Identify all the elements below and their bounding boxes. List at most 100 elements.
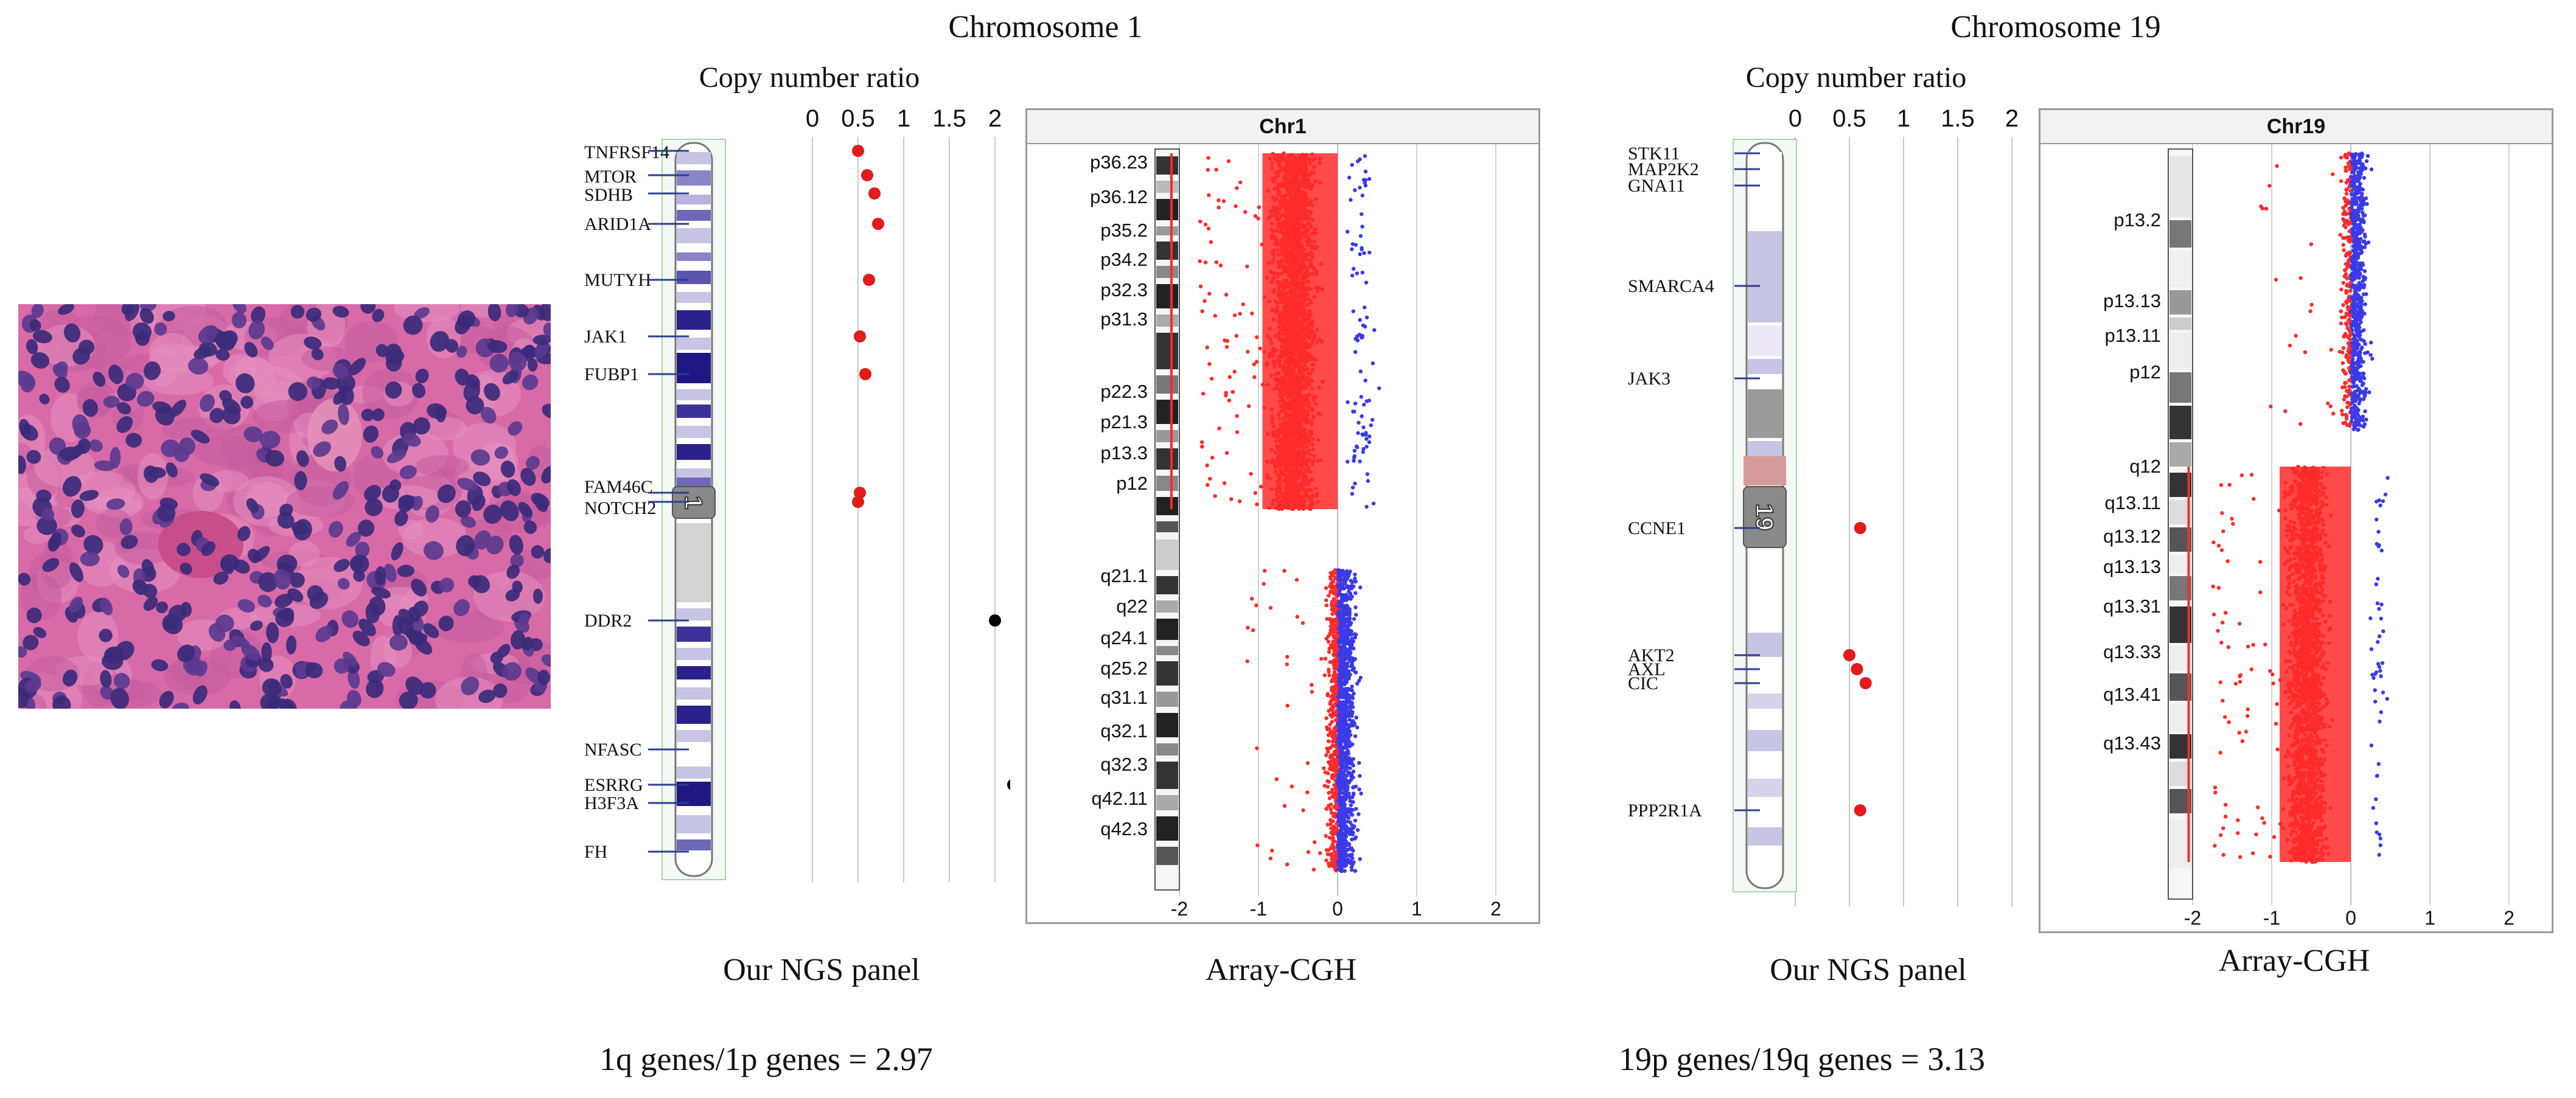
cgh-probe-point <box>1350 742 1354 747</box>
cgh-probe-point <box>1353 350 1358 354</box>
cgh-ideogram-band <box>1156 816 1178 841</box>
nucleus <box>402 433 421 447</box>
nucleus <box>510 554 524 568</box>
cgh-probe-point <box>1343 649 1347 653</box>
nucleus <box>399 465 417 479</box>
nucleus <box>518 613 530 626</box>
cgh-probe-point <box>1334 624 1339 629</box>
nucleus <box>33 627 47 638</box>
nucleus <box>389 634 408 651</box>
cgh-probe-point <box>1325 822 1330 827</box>
cgh-probe-point <box>1372 328 1377 332</box>
cgh-probe-point <box>1334 617 1339 621</box>
nucleus <box>355 541 370 558</box>
cgh-probe-point <box>1355 444 1359 449</box>
gene-label: H3F3A <box>584 793 639 813</box>
nucleus <box>267 695 281 709</box>
gene-label: MUTYH <box>584 270 651 290</box>
nucleus <box>100 597 113 616</box>
nucleus <box>338 385 354 405</box>
cgh-probe-point <box>1367 250 1372 255</box>
nucleus <box>456 346 467 358</box>
cgh-probe-point <box>1324 598 1328 602</box>
nucleus <box>414 307 430 319</box>
nucleus <box>332 305 349 318</box>
cgh-probe-point <box>1235 186 1239 190</box>
cgh-probe-point <box>1358 234 1363 238</box>
nucleus <box>338 403 349 425</box>
cgh-probe-point <box>1326 739 1331 743</box>
nucleus <box>532 335 551 346</box>
cgh-probe-point <box>1241 302 1245 307</box>
nucleus <box>369 596 386 616</box>
nucleus <box>537 669 550 686</box>
cgh-probe-point <box>1329 852 1333 857</box>
cgh-probe-point <box>1355 681 1360 686</box>
cgh-probe-point <box>1358 186 1362 190</box>
nucleus <box>391 542 403 561</box>
cgh-probe-point <box>1327 864 1332 868</box>
cgh-probe-point <box>1232 313 1237 318</box>
nucleus <box>372 408 385 422</box>
nucleus <box>29 319 41 332</box>
nucleus <box>311 348 324 361</box>
cgh-probe-point <box>1205 345 1209 350</box>
nucleus <box>172 703 189 709</box>
ngs-data-point <box>852 496 864 508</box>
cgh-probe-point <box>1207 362 1212 366</box>
cgh-probe-point <box>1258 346 1262 351</box>
cgh-probe-point <box>1324 636 1328 641</box>
nucleus <box>455 369 470 386</box>
nucleus <box>54 377 70 393</box>
nucleus <box>215 331 236 351</box>
nucleus <box>506 304 519 318</box>
cgh-ideogram-band <box>1156 333 1178 369</box>
cgh-probe-point <box>1324 848 1329 852</box>
cgh-probe-point <box>1363 378 1367 383</box>
cgh-probe-point <box>1327 791 1331 795</box>
nucleus <box>460 516 476 528</box>
nucleus <box>358 619 376 636</box>
nucleus <box>140 304 157 312</box>
cgh-probe-point <box>1352 409 1356 414</box>
cgh-probe-point <box>1353 401 1358 406</box>
cgh-probe-point <box>1358 157 1362 161</box>
cgh-probe-point <box>1198 284 1203 289</box>
ideogram-band <box>677 405 711 418</box>
cgh-probe-point <box>1353 670 1358 675</box>
nucleus <box>99 628 113 642</box>
cgh-probe-point <box>1234 333 1238 338</box>
cgh-probe-point <box>1361 425 1366 429</box>
nucleus <box>100 670 112 688</box>
nucleus <box>541 466 551 484</box>
cytoplasm-blob <box>421 417 467 441</box>
cgh-ideogram-band <box>1156 743 1178 756</box>
cgh-probe-point <box>1347 610 1352 614</box>
cgh-probe-point <box>1364 445 1369 449</box>
nucleus <box>455 500 472 518</box>
ideogram-band <box>677 170 711 186</box>
cgh-probe-point <box>1358 459 1362 464</box>
ideogram-band <box>677 338 711 350</box>
cgh-probe-point <box>1360 224 1364 229</box>
cgh-band-label: p32.3 <box>1100 279 1148 301</box>
nucleus <box>532 588 543 604</box>
cgh-probe-point <box>1328 617 1333 622</box>
nucleus <box>260 336 274 350</box>
cgh-probe-point <box>1255 502 1259 507</box>
cgh-probe-point <box>1218 263 1223 268</box>
cgh-probe-point <box>1353 591 1358 596</box>
cgh-probe-point <box>1330 794 1335 799</box>
cgh-probe-point <box>1325 771 1330 776</box>
cgh-probe-point <box>1210 456 1215 460</box>
cgh-probe-point <box>1357 678 1361 683</box>
cgh-probe-point <box>1352 448 1357 453</box>
cgh-probe-point <box>1354 633 1358 637</box>
cgh-probe-point <box>1360 270 1365 275</box>
cgh-probe-point <box>1339 863 1343 867</box>
cgh-band-label: p22.3 <box>1100 381 1148 402</box>
cgh-probe-point <box>1206 226 1211 231</box>
nucleus <box>463 380 480 402</box>
nucleus <box>294 471 307 490</box>
cgh-probe-point <box>1345 819 1350 824</box>
